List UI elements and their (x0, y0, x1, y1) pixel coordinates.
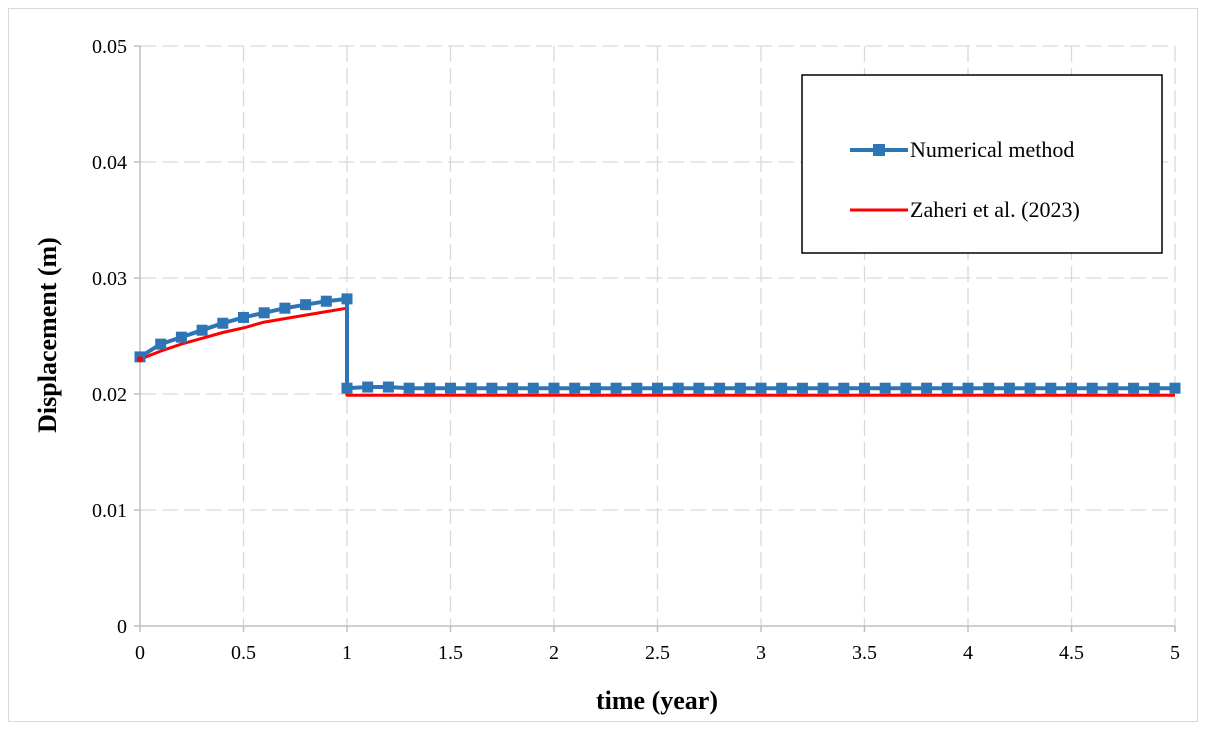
data-point-numerical-method (569, 382, 581, 394)
data-point-numerical-method (817, 382, 829, 394)
x-tick-label: 3.5 (852, 642, 877, 664)
data-point-numerical-method (300, 299, 312, 311)
data-point-numerical-method (445, 382, 456, 394)
x-tick-label: 2 (549, 642, 559, 664)
y-tick-label: 0.03 (92, 268, 127, 290)
data-point-numerical-method (548, 382, 560, 394)
data-point-numerical-method (507, 382, 519, 394)
x-tick-label: 2.5 (645, 642, 670, 664)
data-point-numerical-method (341, 293, 353, 305)
series-line-numerical-method (138, 296, 1175, 391)
x-axis-title: time (year) (596, 686, 718, 715)
series-markers (134, 293, 1181, 394)
data-point-numerical-method (217, 317, 229, 329)
data-point-numerical-method (900, 382, 912, 394)
y-tick-labels: 0 0.01 0.02 0.03 0.04 0.05 (92, 36, 127, 638)
x-tick-labels: 0 0.5 1 1.5 2 2.5 3 3.5 4 4.5 5 (135, 642, 1180, 664)
legend: Numerical method Zaheri et al. (2023) (801, 74, 1163, 254)
y-tick-label: 0.04 (92, 152, 127, 174)
data-point-numerical-method (1003, 382, 1015, 394)
x-tick-label: 4 (963, 642, 973, 664)
data-point-numerical-method (527, 382, 539, 394)
data-point-numerical-method (1148, 382, 1160, 394)
x-tick-label: 0 (135, 642, 145, 664)
x-tick-label: 3 (756, 642, 766, 664)
data-point-numerical-method (1066, 382, 1077, 394)
x-tick-label: 1 (342, 642, 352, 664)
x-tick-label: 5 (1170, 642, 1180, 664)
data-point-numerical-method (382, 381, 394, 393)
x-tick-label: 1.5 (438, 642, 463, 664)
data-point-numerical-method (859, 382, 870, 394)
series-lines (138, 296, 1175, 397)
data-point-numerical-method (175, 331, 187, 343)
legend-box (801, 74, 1163, 254)
data-point-zaheri-start (137, 356, 143, 363)
data-point-numerical-method (486, 382, 498, 394)
data-point-numerical-method (714, 382, 726, 394)
legend-marker-numerical-method (873, 144, 885, 156)
data-point-numerical-method (652, 382, 663, 394)
data-point-numerical-method (755, 382, 767, 394)
data-point-numerical-method (693, 382, 705, 394)
data-point-numerical-method (279, 302, 291, 314)
data-point-numerical-method (796, 382, 808, 394)
data-point-numerical-method (196, 324, 208, 336)
data-point-numerical-method (1128, 382, 1140, 394)
data-point-numerical-method (838, 382, 850, 394)
legend-label-zaheri: Zaheri et al. (2023) (910, 197, 1080, 222)
data-point-numerical-method (983, 382, 995, 394)
data-point-numerical-method (1169, 382, 1181, 394)
data-point-numerical-method (631, 382, 643, 394)
data-point-numerical-method (258, 307, 270, 319)
x-tick-label: 0.5 (231, 642, 256, 664)
data-point-numerical-method (962, 382, 974, 394)
data-point-numerical-method (424, 382, 436, 394)
y-tick-label: 0 (117, 616, 127, 638)
data-point-numerical-method (589, 382, 601, 394)
data-point-numerical-method (403, 382, 415, 394)
data-point-numerical-method (734, 382, 746, 394)
data-point-numerical-method (921, 382, 933, 394)
y-axis-title: Displacement (m) (33, 237, 62, 433)
legend-label-numerical-method: Numerical method (910, 137, 1074, 162)
data-point-numerical-method (320, 295, 332, 307)
data-point-numerical-method (1086, 382, 1098, 394)
data-point-numerical-method (941, 382, 953, 394)
data-point-numerical-method (610, 382, 622, 394)
axes (134, 45, 1176, 632)
data-point-numerical-method (465, 382, 477, 394)
y-tick-label: 0.05 (92, 36, 127, 58)
data-point-numerical-method (776, 382, 788, 394)
data-point-numerical-method (341, 382, 353, 394)
data-point-numerical-method (672, 382, 684, 394)
y-tick-label: 0.01 (92, 500, 127, 522)
data-point-numerical-method (879, 382, 891, 394)
data-point-numerical-method (1045, 382, 1057, 394)
data-point-numerical-method (362, 381, 374, 393)
data-point-numerical-method (155, 338, 167, 350)
data-point-numerical-method (238, 311, 249, 323)
data-point-numerical-method (1024, 382, 1036, 394)
y-tick-label: 0.02 (92, 384, 127, 406)
x-tick-label: 4.5 (1059, 642, 1084, 664)
data-point-numerical-method (1107, 382, 1119, 394)
